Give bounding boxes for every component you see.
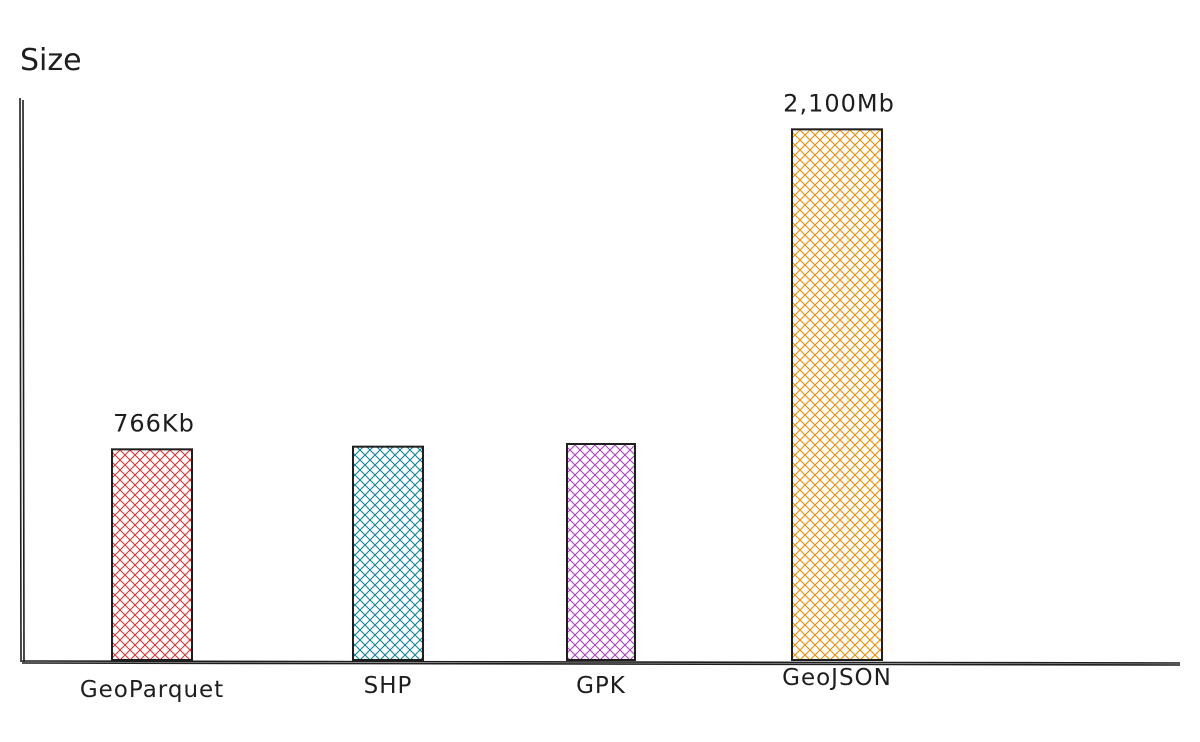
bar-fill-shp <box>353 446 423 660</box>
bar-gpk <box>566 443 636 661</box>
data-labels: 766Kb 2,100Mb <box>113 89 895 437</box>
bar-fill-gpk <box>567 444 635 660</box>
x-axis-line <box>21 660 1181 666</box>
x-tick-label: SHP <box>364 673 413 699</box>
bar-geojson <box>791 128 883 662</box>
bar-fill-geoparquet <box>112 449 192 660</box>
x-tick-labels: GeoParquet SHP GPK GeoJSON <box>80 665 892 703</box>
axes-layer <box>19 97 1181 666</box>
bar-shp <box>352 445 424 661</box>
x-tick-label: GeoParquet <box>80 677 224 703</box>
data-label: 2,100Mb <box>783 89 895 117</box>
y-axis-label: Size <box>20 43 82 78</box>
y-axis-line <box>19 97 25 663</box>
x-tick-label: GPK <box>576 673 626 699</box>
bars-layer <box>111 128 883 662</box>
bar-fill-geojson <box>792 129 882 661</box>
x-tick-label: GeoJSON <box>782 665 892 691</box>
data-label: 766Kb <box>113 409 195 437</box>
bar-geoparquet <box>111 448 193 662</box>
